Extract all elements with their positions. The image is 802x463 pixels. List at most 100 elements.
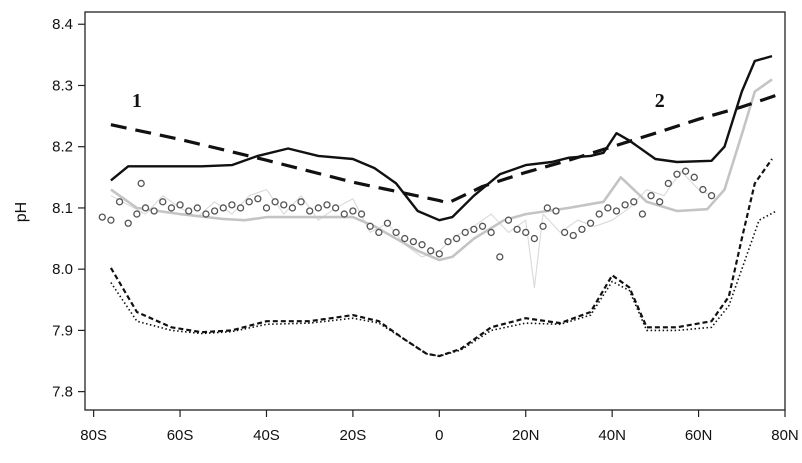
scatter-point (202, 210, 210, 218)
x-tick-label: 0 (435, 427, 443, 444)
series-layer (109, 54, 777, 358)
scatter-point (245, 198, 253, 206)
scatter-point (340, 210, 348, 218)
scatter-point (133, 210, 141, 218)
scatter-point (409, 237, 418, 246)
scatter-point (656, 198, 664, 206)
scatter-point (604, 204, 612, 212)
scatter-point (530, 234, 539, 243)
scatter-point (331, 204, 340, 212)
annotation-label-1: 1 (132, 90, 142, 112)
scatter-point (185, 207, 193, 215)
x-tick-label: 80N (771, 427, 799, 444)
y-tick-label: 8.4 (52, 16, 73, 33)
scatter-point (262, 204, 271, 212)
scatter-point (478, 222, 487, 230)
scatter-point (349, 207, 357, 215)
scatter-point (707, 192, 716, 200)
scatter-point (569, 231, 577, 240)
scatter-point (271, 198, 279, 206)
scatter-point (280, 201, 288, 209)
scatter-point (560, 228, 569, 237)
scatter-point (487, 228, 495, 237)
scatter-point (297, 198, 305, 206)
scatter-point (210, 207, 219, 215)
scatter-point (137, 179, 145, 188)
scatter-point (107, 216, 115, 224)
scatter-point (159, 198, 167, 206)
scatter-point (228, 201, 236, 209)
annotation-label-2: 2 (655, 90, 665, 112)
series-line-solid-gray (110, 78, 773, 262)
scatter-point (435, 250, 443, 258)
x-tick-label: 40S (253, 427, 280, 444)
scatter-point (427, 247, 435, 255)
scatter-point (98, 213, 106, 221)
scatter-point (375, 228, 383, 237)
y-tick-label: 7.8 (52, 384, 73, 401)
scatter-point (150, 207, 158, 215)
scatter-point (366, 222, 374, 230)
scatter-point (586, 219, 595, 227)
scatter-layer (98, 167, 716, 261)
scatter-point (193, 204, 201, 212)
scatter-point (595, 210, 603, 218)
series-line-solid-black (110, 54, 773, 222)
y-tick-label: 8.0 (52, 261, 73, 278)
scatter-point (543, 204, 551, 212)
scatter-point (621, 201, 629, 209)
scatter-point (383, 219, 392, 227)
x-tick-label: 80S (80, 427, 107, 444)
scatter-point (323, 201, 331, 209)
scatter-point (638, 210, 647, 218)
scatter-point (167, 204, 176, 212)
scatter-point (513, 225, 521, 234)
scatter-point (539, 222, 547, 230)
y-tick-label: 8.1 (52, 200, 73, 217)
scatter-point (115, 198, 124, 206)
scatter-point (444, 237, 452, 246)
y-tick-label: 8.2 (52, 139, 73, 156)
scatter-point (630, 198, 638, 206)
scatter-point (461, 228, 469, 237)
scatter-point (141, 204, 150, 212)
scatter-point (254, 195, 262, 203)
scatter-point (306, 207, 314, 215)
scatter-point (578, 225, 586, 234)
scatter-point (452, 234, 461, 243)
series-line-dotted-black (110, 210, 777, 357)
x-axis: 80S 60S 40S 20S 0 20N 40N 60N 80N (80, 410, 799, 444)
scatter-point (504, 216, 513, 224)
scatter-point (681, 167, 690, 175)
y-tick-label: 7.9 (52, 322, 73, 339)
x-tick-label: 60S (167, 427, 194, 444)
scatter-point (236, 204, 245, 212)
series-line-dashed-black (109, 158, 773, 358)
scatter-point (612, 207, 621, 215)
x-tick-label: 20S (340, 427, 367, 444)
plot-frame (84, 11, 786, 411)
scatter-point (418, 241, 426, 249)
y-tick-label: 8.3 (52, 77, 73, 94)
x-tick-label: 40N (598, 427, 626, 444)
scatter-point (470, 225, 478, 234)
scatter-point (357, 210, 366, 218)
scatter-point (219, 204, 227, 212)
y-axis: 7.8 7.9 8.0 8.1 8.2 8.3 8.4 (52, 16, 85, 401)
series-line-dashed-black-thick (110, 93, 777, 205)
scatter-point (124, 219, 132, 227)
scatter-point (673, 170, 681, 178)
scatter-point (664, 179, 672, 188)
scatter-point (699, 185, 707, 194)
scatter-point (496, 253, 504, 261)
scatter-point (552, 207, 560, 215)
scatter-point (392, 228, 400, 237)
scatter-point (314, 204, 322, 212)
x-tick-label: 20N (512, 427, 540, 444)
scatter-point (522, 228, 530, 237)
scatter-point (690, 173, 698, 181)
scatter-point (176, 201, 184, 209)
